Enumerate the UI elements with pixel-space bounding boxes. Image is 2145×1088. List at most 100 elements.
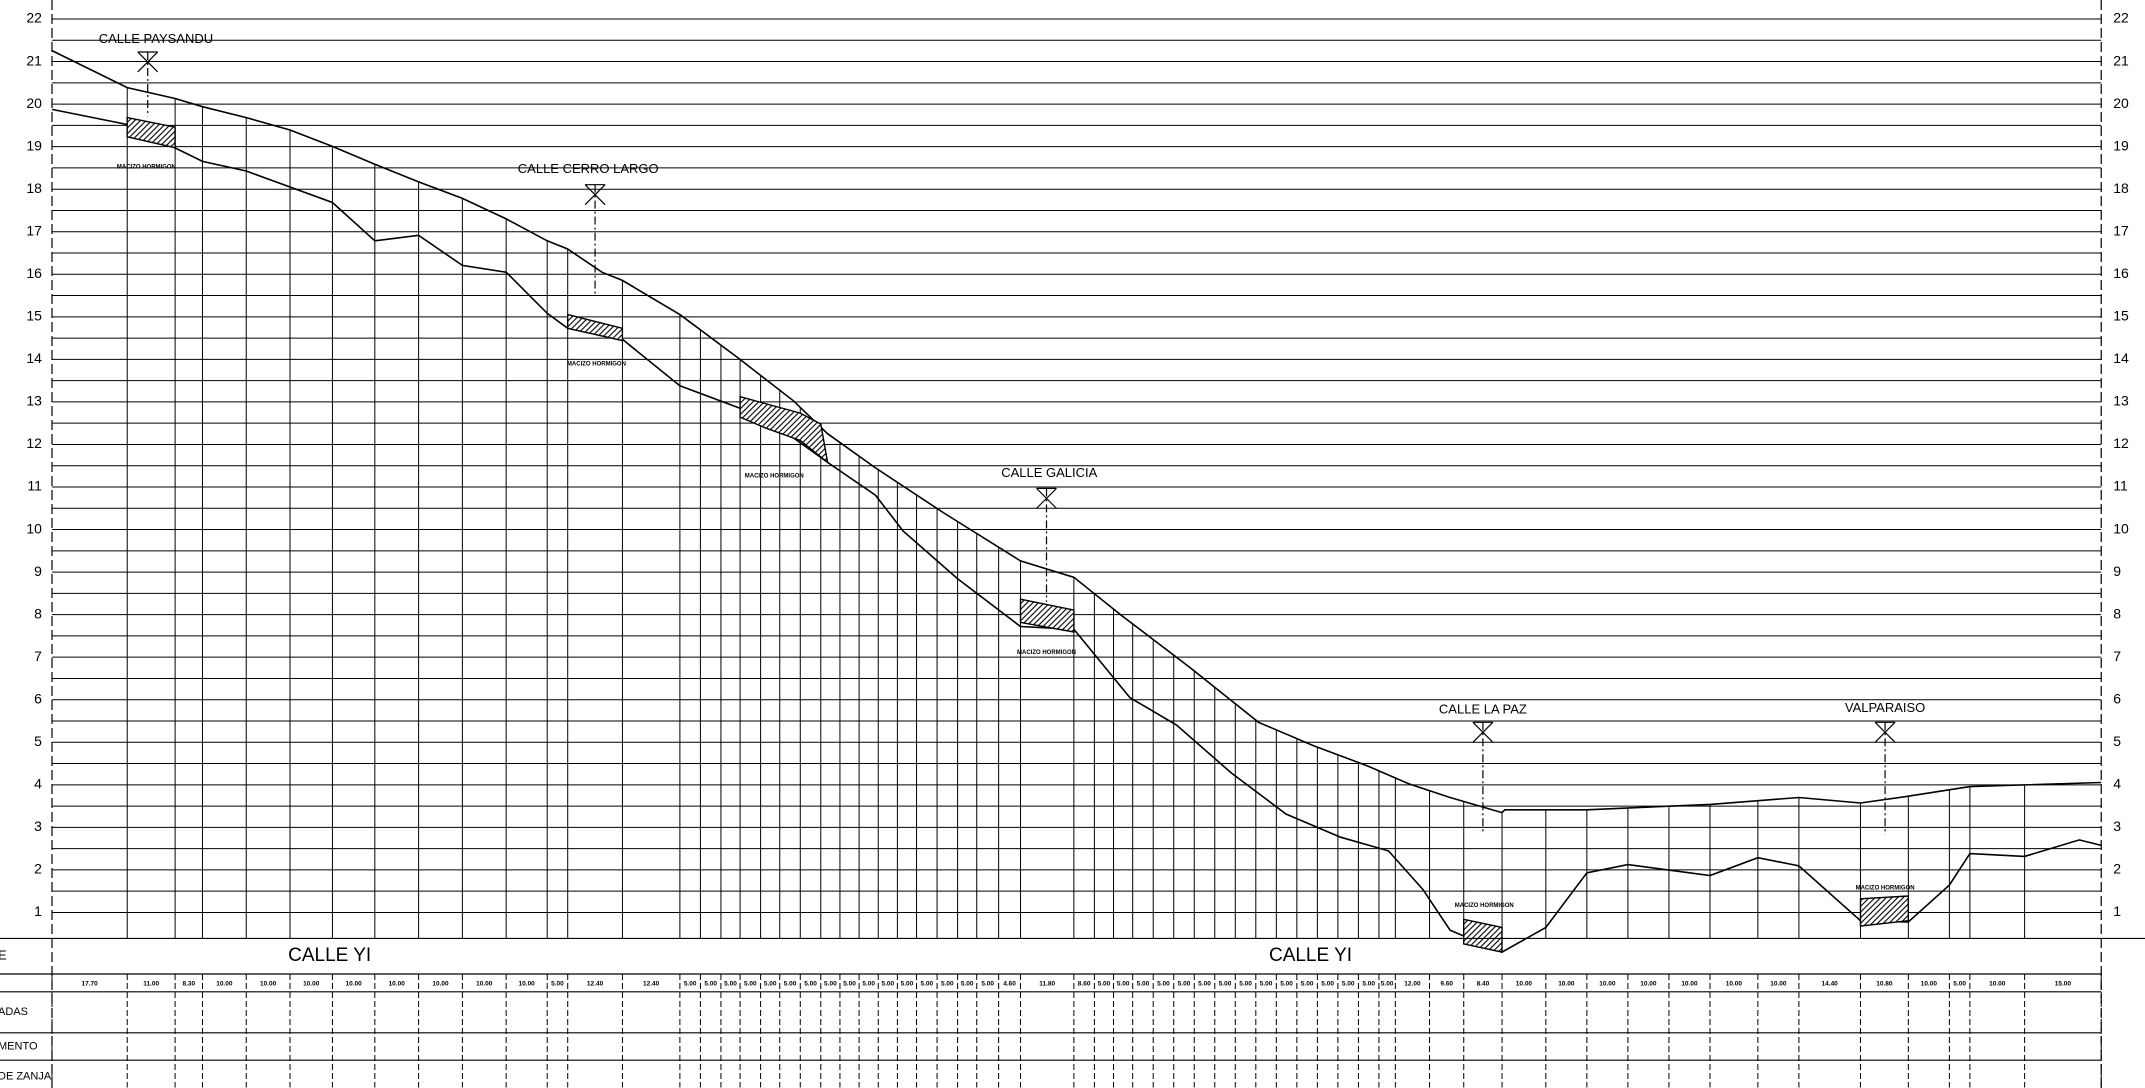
distance-label: 5.00 (824, 980, 837, 987)
concrete-block (567, 313, 624, 342)
distance-label: 5.00 (744, 980, 757, 987)
row-label: ADAS (0, 1006, 28, 1018)
distance-label: 11.80 (1039, 980, 1055, 987)
distance-label: 11.00 (143, 980, 159, 987)
distance-label: 5.00 (1098, 980, 1111, 987)
concrete-block (1019, 598, 1075, 633)
distance-label: 5.00 (1239, 980, 1252, 987)
distance-label: 5.00 (1117, 980, 1130, 987)
level-label-left: 5 (34, 733, 42, 749)
distance-label: 5.00 (961, 980, 974, 987)
level-label-right: 16 (2113, 265, 2129, 281)
distance-label: 5.00 (843, 980, 856, 987)
distance-label: 10.00 (345, 980, 362, 987)
level-label-right: 6 (2113, 690, 2121, 706)
level-label-left: 10 (26, 520, 42, 536)
concrete-block (1462, 918, 1503, 953)
level-label-right: 11 (2113, 478, 2128, 494)
distance-label: 12.40 (643, 980, 660, 987)
distance-label: 10.00 (303, 980, 320, 987)
street-label: CALLE PAYSANDU (99, 31, 213, 46)
distance-label: 5.00 (1280, 980, 1293, 987)
street-marker (137, 51, 159, 73)
block-label: MACIZO HORMIGON (1856, 885, 1915, 891)
distance-label: 5.00 (1178, 980, 1191, 987)
level-label-right: 20 (2113, 95, 2129, 111)
level-label-right: 17 (2113, 222, 2129, 238)
distance-label: 8.40 (1477, 980, 1490, 987)
block-label: MACIZO HORMIGON (745, 474, 804, 480)
row-label: MENTO (0, 1040, 38, 1052)
level-label-left: 16 (26, 265, 42, 281)
distance-label: 5.00 (684, 980, 697, 987)
distance-label: 5.00 (551, 980, 564, 987)
street-marker (584, 184, 606, 206)
distance-label: 5.00 (1198, 980, 1211, 987)
level-label-left: 3 (34, 818, 42, 834)
level-label-left: 2 (34, 861, 42, 877)
distance-label: 10.00 (1770, 980, 1787, 987)
distance-label: 5.00 (1137, 980, 1150, 987)
distance-label: 5.00 (1953, 980, 1966, 987)
distance-label: 5.00 (1362, 980, 1375, 987)
distance-label: 8.60 (1078, 980, 1091, 987)
distance-label: 5.00 (1260, 980, 1273, 987)
distance-label: 10.00 (519, 980, 536, 987)
level-label-left: 20 (26, 95, 42, 111)
distance-label: 10.00 (260, 980, 277, 987)
distance-label: 10.00 (1989, 980, 2006, 987)
level-label-left: 13 (26, 393, 42, 409)
distance-label: 5.00 (1321, 980, 1334, 987)
level-label-left: 15 (26, 308, 42, 324)
street-marker (1036, 487, 1057, 509)
distance-label: 5.00 (1157, 980, 1170, 987)
street-label: CALLE LA PAZ (1439, 701, 1527, 716)
ground-line (51, 49, 2102, 814)
distance-label: 10.00 (476, 980, 493, 987)
level-label-left: 7 (34, 648, 42, 664)
distance-label: 5.00 (1342, 980, 1355, 987)
level-label-left: 8 (34, 605, 42, 621)
level-label-right: 4 (2113, 776, 2121, 792)
distance-label: 10.00 (1921, 980, 1938, 987)
level-label-right: 7 (2113, 648, 2121, 664)
distance-label: 10.00 (1640, 980, 1657, 987)
distance-label: 5.00 (1301, 980, 1314, 987)
distance-label: 4.60 (1003, 980, 1016, 987)
distance-label: 5.00 (1219, 980, 1232, 987)
row-label: E (0, 948, 7, 963)
street-label: VALPARAISO (1845, 700, 1925, 715)
profile-street: CALLE YI (288, 945, 371, 966)
level-label-right: 3 (2113, 818, 2121, 834)
street-marker (1874, 721, 1896, 743)
distance-label: 10.00 (389, 980, 406, 987)
distance-label: 12.40 (587, 980, 604, 987)
distance-label: 5.00 (1381, 980, 1394, 987)
distance-label: 12.00 (1404, 980, 1421, 987)
level-label-right: 18 (2113, 180, 2129, 196)
level-label-left: 21 (26, 52, 42, 68)
distance-label: 17.70 (81, 980, 98, 987)
distance-label: 5.00 (920, 980, 933, 987)
distance-label: 5.00 (764, 980, 777, 987)
distance-label: 10.00 (1599, 980, 1616, 987)
distance-label: 5.00 (724, 980, 737, 987)
level-label-right: 8 (2113, 605, 2121, 621)
invert-line (51, 108, 2102, 953)
block-label: MACIZO HORMIGON (567, 361, 626, 367)
distance-label: 10.00 (1558, 980, 1575, 987)
concrete-block (739, 395, 829, 465)
level-label-right: 5 (2113, 733, 2121, 749)
street-marker (1472, 721, 1494, 743)
distance-label: 5.00 (901, 980, 914, 987)
level-label-left: 11 (27, 478, 42, 494)
level-label-right: 13 (2113, 393, 2129, 409)
level-label-left: 4 (34, 776, 42, 792)
level-label-left: 14 (26, 350, 42, 366)
level-label-right: 12 (2113, 435, 2129, 451)
distance-label: 5.00 (941, 980, 954, 987)
level-label-right: 22 (2113, 10, 2129, 26)
level-label-left: 18 (26, 180, 42, 196)
